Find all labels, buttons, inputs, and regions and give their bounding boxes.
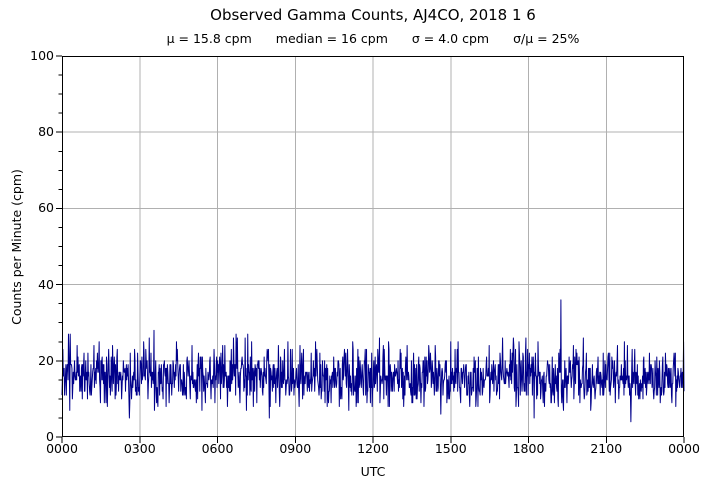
x-tick-label: 2100	[590, 441, 623, 456]
stat-sigma-over-mu: σ/μ = 25%	[513, 31, 580, 46]
stat-median: median = 16 cpm	[275, 31, 388, 46]
x-axis-label: UTC	[360, 464, 386, 479]
x-tick-label: 0300	[123, 441, 156, 456]
x-tick-label: 0000	[46, 441, 78, 456]
x-tick-label: 0000	[668, 441, 700, 456]
plot-spines	[62, 56, 684, 437]
x-tick-label: 1500	[434, 441, 467, 456]
y-tick-label: 60	[38, 200, 54, 216]
stat-mu: μ = 15.8 cpm	[166, 31, 252, 46]
y-tick-label: 0	[46, 429, 54, 444]
stat-sigma: σ = 4.0 cpm	[411, 31, 490, 46]
y-tick-label: 40	[38, 276, 54, 292]
x-tick-label: 1200	[357, 441, 389, 456]
gamma-counts-line	[61, 299, 685, 423]
y-tick-label: 100	[30, 48, 54, 63]
x-tick-label: 0900	[279, 441, 312, 456]
y-tick-label: 80	[38, 124, 54, 140]
chart-title: Observed Gamma Counts, AJ4CO, 2018 1 6	[210, 6, 536, 24]
y-tick-label: 20	[38, 352, 54, 368]
x-tick-label: 0600	[201, 441, 234, 456]
x-tick-label: 1800	[512, 441, 545, 456]
chart-stats-line: μ = 15.8 cpm median = 16 cpm σ = 4.0 cpm σ/…	[62, 31, 684, 46]
